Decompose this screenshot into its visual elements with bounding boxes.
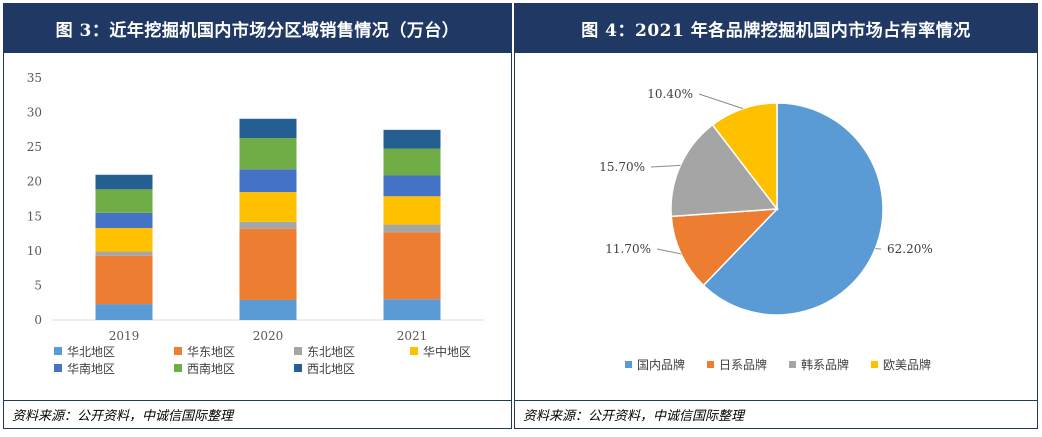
y-tick-label: 0	[34, 313, 42, 327]
legend-swatch	[174, 347, 182, 355]
legend-label: 华北地区	[67, 345, 115, 359]
pie-chart: 62.20% 11.70% 15.70% 10.40% 国内品牌 日系品牌 韩系品牌 欧美品牌	[599, 87, 933, 372]
y-tick-label: 25	[27, 140, 42, 154]
bar-segment	[383, 175, 441, 197]
legend-swatch	[174, 364, 182, 372]
leader-line	[698, 93, 744, 110]
bar-segment	[383, 232, 441, 300]
leader-line	[650, 164, 681, 168]
y-tick-label: 20	[27, 175, 42, 189]
right-source-note: 资料来源：公开资料，中诚信国际整理	[515, 400, 1037, 429]
legend-swatch	[410, 347, 418, 355]
bar-segment	[239, 228, 297, 300]
x-tick-label: 2019	[109, 329, 140, 343]
legend-swatch	[789, 361, 796, 368]
bar-segment	[383, 224, 441, 233]
stacked-bar-chart: 0 5 10 15 20 25 30 35 2019 2020 2021 华北地区 华东地区 东北地区 华中…	[27, 71, 484, 376]
legend-label: 西北地区	[307, 362, 355, 376]
data-label: 10.40%	[647, 87, 693, 101]
data-label: 11.70%	[605, 242, 651, 256]
pie-slice	[670, 123, 779, 218]
right-chart-title: 图 4：2021 年各品牌挖掘机国内市场占有率情况	[515, 3, 1037, 53]
legend-label: 欧美品牌	[883, 358, 931, 372]
pie-slice	[711, 102, 778, 212]
legend-label: 西南地区	[187, 361, 235, 376]
pie-slice	[702, 102, 884, 316]
bar-segment	[239, 221, 297, 229]
bar-segment	[95, 212, 153, 229]
y-tick-label: 5	[34, 278, 42, 292]
bar-segment	[95, 251, 153, 256]
legend-swatch	[707, 361, 714, 368]
legend-swatch	[294, 347, 302, 355]
bar-segment	[95, 228, 153, 252]
legend-swatch	[294, 364, 302, 372]
legend-label: 华东地区	[187, 345, 235, 359]
legend-label: 华南地区	[67, 361, 115, 376]
x-tick-label: 2021	[397, 329, 428, 343]
bar-segment	[239, 138, 297, 170]
left-chart-area: 0 5 10 15 20 25 30 35 2019 2020 2021 华北地区 华东地区 东北地区 华中…	[4, 53, 511, 400]
bar-segment	[383, 196, 441, 225]
y-tick-label: 35	[27, 71, 42, 85]
bar-segment	[239, 192, 297, 222]
y-tick-label: 30	[27, 106, 42, 120]
bar-segment	[95, 255, 153, 305]
bar-segment	[95, 304, 153, 320]
legend-label: 韩系品牌	[801, 357, 849, 372]
left-source-note: 资料来源：公开资料，中诚信国际整理	[4, 400, 511, 429]
legend-label: 东北地区	[307, 345, 355, 359]
bar-segment	[95, 189, 153, 213]
legend-label: 国内品牌	[637, 358, 685, 372]
right-chart-panel: 图 4：2021 年各品牌挖掘机国内市场占有率情况 62.20% 11.70% 15…	[514, 3, 1038, 429]
bar-segment	[383, 299, 441, 320]
left-chart-title: 图 3：近年挖掘机国内市场分区域销售情况（万台）	[4, 3, 511, 53]
bar-segment	[239, 299, 297, 320]
left-chart-panel: 图 3：近年挖掘机国内市场分区域销售情况（万台） 0 5 10 15 20 25 30 35 2…	[3, 3, 512, 429]
legend-swatch	[54, 347, 62, 355]
bar-segment	[95, 174, 153, 190]
y-tick-label: 15	[27, 209, 42, 223]
bar-segment	[383, 129, 441, 149]
data-label: 15.70%	[599, 160, 645, 174]
legend-label: 华中地区	[423, 344, 471, 359]
legend-swatch	[54, 364, 62, 372]
y-tick-label: 10	[27, 244, 42, 258]
data-label: 62.20%	[887, 242, 933, 256]
legend-swatch	[871, 361, 878, 368]
legend-swatch	[625, 361, 632, 368]
legend-label: 日系品牌	[719, 358, 767, 372]
leader-line	[656, 248, 682, 255]
bar-segment	[239, 169, 297, 193]
bar-segment	[383, 148, 441, 176]
x-tick-label: 2020	[253, 329, 284, 343]
bar-segment	[239, 118, 297, 139]
right-chart-area: 62.20% 11.70% 15.70% 10.40% 国内品牌 日系品牌 韩系品牌 欧美品牌	[515, 53, 1037, 400]
